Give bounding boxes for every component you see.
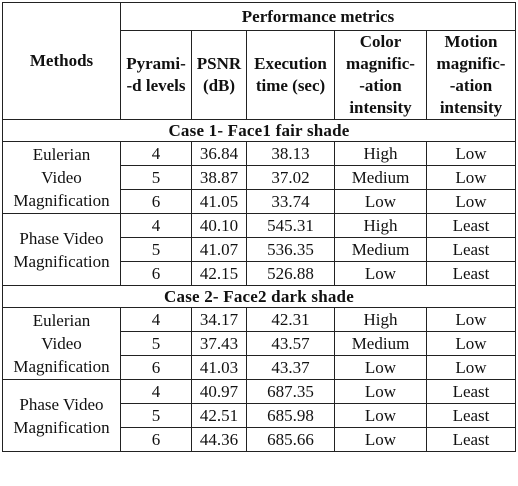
- header-line: PSNR: [196, 54, 242, 73]
- motion-intensity-cell: Least: [426, 379, 516, 404]
- motion-intensity-cell: Low: [426, 165, 516, 190]
- motion-intensity-cell: Least: [426, 427, 516, 452]
- method-line: Video: [41, 334, 82, 353]
- execution-time-cell: 526.88: [246, 261, 335, 286]
- color-intensity-cell: Low: [334, 403, 427, 428]
- color-intensity-cell: Low: [334, 261, 427, 286]
- performance-table: Methods Performance metrics Pyrami- -d l…: [2, 2, 516, 452]
- color-intensity-cell: Low: [334, 355, 427, 380]
- psnr-cell: 36.84: [191, 141, 247, 166]
- pyramid-level-cell: 6: [120, 355, 192, 380]
- pyramid-level-cell: 6: [120, 189, 192, 214]
- motion-intensity-cell: Low: [426, 355, 516, 380]
- execution-time-cell: 38.13: [246, 141, 335, 166]
- motion-intensity-cell: Least: [426, 261, 516, 286]
- execution-time-cell: 37.02: [246, 165, 335, 190]
- color-intensity-cell: Low: [334, 379, 427, 404]
- pyramid-level-cell: 4: [120, 141, 192, 166]
- psnr-cell: 40.10: [191, 213, 247, 238]
- psnr-cell: 42.51: [191, 403, 247, 428]
- pyramid-level-cell: 5: [120, 403, 192, 428]
- method-line: Magnification: [13, 251, 110, 271]
- method-line: Magnification: [13, 191, 110, 210]
- header-line: intensity: [439, 98, 503, 117]
- method-line: Magnification: [13, 417, 110, 437]
- header-line: (dB): [202, 76, 236, 95]
- color-intensity-cell: High: [334, 141, 427, 166]
- execution-time-cell: 687.35: [246, 379, 335, 404]
- color-intensity-cell: Low: [334, 427, 427, 452]
- header-line: magnific-: [436, 54, 506, 73]
- execution-time-cell: 33.74: [246, 189, 335, 214]
- method-name: Eulerian Video Magnification: [2, 307, 121, 380]
- execution-time-cell: 536.35: [246, 237, 335, 262]
- method-name: Phase Video Magnification: [2, 379, 121, 452]
- pyramid-levels-header: Pyrami- -d levels: [120, 30, 192, 120]
- psnr-cell: 40.97: [191, 379, 247, 404]
- method-name: Eulerian Video Magnification: [2, 141, 121, 214]
- header-line: Execution: [254, 54, 327, 73]
- psnr-cell: 37.43: [191, 331, 247, 356]
- case-title: Case 2- Face2 dark shade: [2, 285, 516, 308]
- method-line: Phase Video: [19, 394, 104, 414]
- execution-time-cell: 685.98: [246, 403, 335, 428]
- case-title: Case 1- Face1 fair shade: [2, 119, 516, 142]
- header-line: intensity: [349, 98, 412, 117]
- color-intensity-cell: High: [334, 307, 427, 332]
- pyramid-level-cell: 5: [120, 331, 192, 356]
- color-intensity-cell: Low: [334, 189, 427, 214]
- method-line: Phase Video: [19, 228, 104, 248]
- pyramid-level-cell: 4: [120, 213, 192, 238]
- color-intensity-cell: Medium: [334, 331, 427, 356]
- execution-time-cell: 42.31: [246, 307, 335, 332]
- header-line: Color: [359, 32, 402, 51]
- motion-intensity-cell: Low: [426, 141, 516, 166]
- header-line: Pyrami-: [126, 54, 186, 73]
- pyramid-level-cell: 6: [120, 261, 192, 286]
- execution-time-header: Execution time (sec): [246, 30, 335, 120]
- execution-time-cell: 545.31: [246, 213, 335, 238]
- psnr-header: PSNR (dB): [191, 30, 247, 120]
- performance-metrics-header: Performance metrics: [120, 2, 516, 31]
- motion-magnification-header: Motion magnific- -ation intensity: [426, 30, 516, 120]
- motion-intensity-cell: Low: [426, 189, 516, 214]
- execution-time-cell: 43.57: [246, 331, 335, 356]
- pyramid-level-cell: 6: [120, 427, 192, 452]
- method-line: Eulerian: [32, 311, 91, 330]
- header-line: time (sec): [255, 76, 326, 95]
- method-line: Eulerian: [32, 145, 91, 164]
- method-line: Magnification: [13, 357, 110, 376]
- execution-time-cell: 43.37: [246, 355, 335, 380]
- motion-intensity-cell: Least: [426, 213, 516, 238]
- motion-intensity-cell: Low: [426, 331, 516, 356]
- pyramid-level-cell: 5: [120, 237, 192, 262]
- psnr-cell: 38.87: [191, 165, 247, 190]
- motion-intensity-cell: Low: [426, 307, 516, 332]
- psnr-cell: 41.05: [191, 189, 247, 214]
- pyramid-level-cell: 4: [120, 307, 192, 332]
- header-line: -ation: [359, 76, 402, 95]
- method-name: Phase Video Magnification: [2, 213, 121, 286]
- execution-time-cell: 685.66: [246, 427, 335, 452]
- methods-header: Methods: [2, 2, 121, 120]
- color-intensity-cell: Medium: [334, 237, 427, 262]
- header-line: Motion: [444, 32, 498, 51]
- psnr-cell: 34.17: [191, 307, 247, 332]
- color-intensity-cell: High: [334, 213, 427, 238]
- method-line: Video: [41, 168, 82, 187]
- color-magnification-header: Color magnific- -ation intensity: [334, 30, 427, 120]
- table-container: Methods Performance metrics Pyrami- -d l…: [2, 2, 516, 452]
- psnr-cell: 41.07: [191, 237, 247, 262]
- psnr-cell: 42.15: [191, 261, 247, 286]
- header-line: magnific-: [346, 54, 415, 73]
- motion-intensity-cell: Least: [426, 237, 516, 262]
- header-line: -ation: [449, 76, 493, 95]
- pyramid-level-cell: 5: [120, 165, 192, 190]
- color-intensity-cell: Medium: [334, 165, 427, 190]
- psnr-cell: 41.03: [191, 355, 247, 380]
- pyramid-level-cell: 4: [120, 379, 192, 404]
- header-line: -d levels: [126, 76, 186, 95]
- psnr-cell: 44.36: [191, 427, 247, 452]
- motion-intensity-cell: Least: [426, 403, 516, 428]
